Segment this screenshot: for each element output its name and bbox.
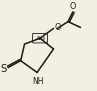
Text: NH: NH (32, 77, 44, 86)
FancyBboxPatch shape (32, 34, 48, 43)
Text: O: O (55, 23, 61, 32)
Text: S: S (1, 64, 7, 74)
Text: O: O (70, 2, 76, 11)
Text: Abs: Abs (35, 36, 45, 41)
